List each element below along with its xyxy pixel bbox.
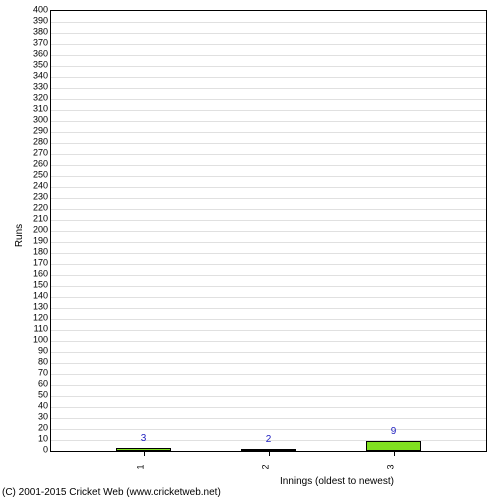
ytick-label: 100 xyxy=(18,336,48,345)
ytick-label: 80 xyxy=(18,358,48,367)
ytick-label: 230 xyxy=(18,193,48,202)
ytick-label: 240 xyxy=(18,182,48,191)
gridline xyxy=(51,429,486,430)
ytick-label: 220 xyxy=(18,204,48,213)
xtick-mark xyxy=(144,451,145,456)
ytick-label: 20 xyxy=(18,424,48,433)
ytick-label: 170 xyxy=(18,259,48,268)
gridline xyxy=(51,275,486,276)
gridline xyxy=(51,55,486,56)
gridline xyxy=(51,385,486,386)
bar xyxy=(366,441,421,451)
gridline xyxy=(51,220,486,221)
ytick-label: 350 xyxy=(18,61,48,70)
gridline xyxy=(51,99,486,100)
ytick-label: 290 xyxy=(18,127,48,136)
bar-value-label: 2 xyxy=(266,434,272,445)
ytick-label: 340 xyxy=(18,72,48,81)
gridline xyxy=(51,209,486,210)
gridline xyxy=(51,264,486,265)
ytick-label: 180 xyxy=(18,248,48,257)
ytick-label: 70 xyxy=(18,369,48,378)
gridline xyxy=(51,88,486,89)
ytick-label: 140 xyxy=(18,292,48,301)
ytick-label: 320 xyxy=(18,94,48,103)
gridline xyxy=(51,110,486,111)
ytick-label: 30 xyxy=(18,413,48,422)
ytick-label: 390 xyxy=(18,17,48,26)
chart-container: 329 Runs Innings (oldest to newest) (C) … xyxy=(0,0,500,500)
xtick-mark xyxy=(394,451,395,456)
gridline xyxy=(51,242,486,243)
gridline xyxy=(51,253,486,254)
ytick-label: 110 xyxy=(18,325,48,334)
ytick-label: 130 xyxy=(18,303,48,312)
ytick-label: 10 xyxy=(18,435,48,444)
gridline xyxy=(51,363,486,364)
ytick-label: 370 xyxy=(18,39,48,48)
gridline xyxy=(51,319,486,320)
bar-value-label: 9 xyxy=(391,426,397,437)
gridline xyxy=(51,143,486,144)
gridline xyxy=(51,22,486,23)
ytick-label: 380 xyxy=(18,28,48,37)
ytick-label: 280 xyxy=(18,138,48,147)
gridline xyxy=(51,231,486,232)
xtick-mark xyxy=(269,451,270,456)
gridline xyxy=(51,407,486,408)
gridline xyxy=(51,66,486,67)
xtick-label: 1 xyxy=(135,464,145,469)
ytick-label: 270 xyxy=(18,149,48,158)
ytick-label: 200 xyxy=(18,226,48,235)
gridline xyxy=(51,341,486,342)
ytick-label: 190 xyxy=(18,237,48,246)
gridline xyxy=(51,44,486,45)
xtick-label: 2 xyxy=(260,464,270,469)
ytick-label: 260 xyxy=(18,160,48,169)
gridline xyxy=(51,308,486,309)
gridline xyxy=(51,121,486,122)
gridline xyxy=(51,198,486,199)
ytick-label: 40 xyxy=(18,402,48,411)
gridline xyxy=(51,176,486,177)
ytick-label: 250 xyxy=(18,171,48,180)
ytick-label: 400 xyxy=(18,6,48,15)
gridline xyxy=(51,77,486,78)
gridline xyxy=(51,33,486,34)
ytick-label: 150 xyxy=(18,281,48,290)
plot-area: 3 2 9 xyxy=(50,10,487,452)
gridline xyxy=(51,352,486,353)
ytick-label: 360 xyxy=(18,50,48,59)
ytick-label: 50 xyxy=(18,391,48,400)
gridline xyxy=(51,165,486,166)
copyright-text: (C) 2001-2015 Cricket Web (www.cricketwe… xyxy=(2,487,221,498)
gridline xyxy=(51,297,486,298)
ytick-label: 330 xyxy=(18,83,48,92)
gridline xyxy=(51,396,486,397)
ytick-label: 120 xyxy=(18,314,48,323)
ytick-label: 160 xyxy=(18,270,48,279)
gridline xyxy=(51,330,486,331)
gridline xyxy=(51,154,486,155)
gridline xyxy=(51,132,486,133)
ytick-label: 90 xyxy=(18,347,48,356)
ytick-label: 210 xyxy=(18,215,48,224)
gridline xyxy=(51,418,486,419)
ytick-label: 60 xyxy=(18,380,48,389)
ytick-label: 0 xyxy=(18,446,48,455)
gridline xyxy=(51,286,486,287)
ytick-label: 310 xyxy=(18,105,48,114)
bar-value-label: 3 xyxy=(141,433,147,444)
ytick-label: 300 xyxy=(18,116,48,125)
xtick-label: 3 xyxy=(385,464,395,469)
x-axis-label: Innings (oldest to newest) xyxy=(280,476,394,487)
gridline xyxy=(51,187,486,188)
gridline xyxy=(51,374,486,375)
